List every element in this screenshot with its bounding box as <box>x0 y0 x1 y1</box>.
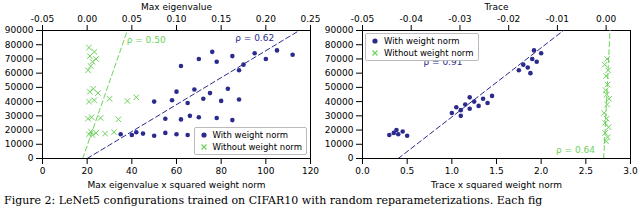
svg-text:40000: 40000 <box>5 96 34 106</box>
svg-text:2.5: 2.5 <box>579 166 593 176</box>
svg-text:80: 80 <box>215 166 227 176</box>
svg-text:-0.03: -0.03 <box>448 14 471 24</box>
svg-text:80000: 80000 <box>325 40 354 50</box>
svg-text:ρ = 0.91: ρ = 0.91 <box>423 56 463 67</box>
html-text:Figure 2: LeNet5 configuration: Figure 2: LeNet5 configurations trained … <box>4 194 543 207</box>
svg-text:90000: 90000 <box>325 25 354 35</box>
svg-text:0.10: 0.10 <box>166 14 186 24</box>
svg-text:90000: 90000 <box>5 25 34 35</box>
svg-text:100: 100 <box>257 166 274 176</box>
svg-text:ρ = 0.64: ρ = 0.64 <box>556 145 595 155</box>
svg-text:30000: 30000 <box>325 111 354 121</box>
svg-text:0.0: 0.0 <box>355 166 370 176</box>
svg-text:-0.05: -0.05 <box>31 14 54 24</box>
svg-text:40: 40 <box>126 166 138 176</box>
svg-text:0.20: 0.20 <box>256 14 276 24</box>
svg-text:40000: 40000 <box>325 96 354 106</box>
svg-text:50000: 50000 <box>325 82 354 92</box>
svg-text:2.0: 2.0 <box>534 166 549 176</box>
svg-text:20: 20 <box>81 166 93 176</box>
svg-text:80000: 80000 <box>5 40 34 50</box>
svg-text:1.5: 1.5 <box>489 166 503 176</box>
svg-text:ρ = 0.62: ρ = 0.62 <box>235 32 274 42</box>
svg-text:0: 0 <box>348 153 354 163</box>
svg-text:0.25: 0.25 <box>300 14 320 24</box>
svg-text:Max eigenvalue x squared weigh: Max eigenvalue x squared weight norm <box>87 180 265 190</box>
svg-text:30000: 30000 <box>5 111 34 121</box>
svg-text:Max eigenvalue: Max eigenvalue <box>141 2 213 12</box>
svg-text:-0.01: -0.01 <box>546 14 569 24</box>
svg-text:20000: 20000 <box>5 125 34 135</box>
svg-text:60000: 60000 <box>325 68 354 78</box>
svg-text:0: 0 <box>28 153 34 163</box>
svg-text:10000: 10000 <box>325 139 354 149</box>
svg-text:1.0: 1.0 <box>445 166 460 176</box>
svg-text:Trace: Trace <box>484 2 509 12</box>
html-text:Without weight norm: Without weight norm <box>212 142 302 152</box>
svg-text:Trace x squared weight norm: Trace x squared weight norm <box>430 180 562 190</box>
svg-text:-0.05: -0.05 <box>351 14 374 24</box>
svg-text:3.0: 3.0 <box>623 166 638 176</box>
svg-text:0.00: 0.00 <box>77 14 97 24</box>
svg-text:60: 60 <box>171 166 183 176</box>
svg-text:70000: 70000 <box>5 54 34 64</box>
svg-text:10000: 10000 <box>5 139 34 149</box>
svg-text:20000: 20000 <box>325 125 354 135</box>
html-text:With weight norm: With weight norm <box>384 36 460 46</box>
svg-text:-0.04: -0.04 <box>400 14 424 24</box>
svg-text:0: 0 <box>40 166 46 176</box>
svg-text:120: 120 <box>302 166 319 176</box>
svg-text:0.5: 0.5 <box>400 166 414 176</box>
svg-text:70000: 70000 <box>325 54 354 64</box>
svg-text:0.15: 0.15 <box>211 14 231 24</box>
svg-text:0.05: 0.05 <box>122 14 142 24</box>
svg-text:0.00: 0.00 <box>596 14 616 24</box>
svg-text:50000: 50000 <box>5 82 34 92</box>
svg-text:ρ = 0.50: ρ = 0.50 <box>127 35 166 45</box>
svg-text:-0.02: -0.02 <box>497 14 520 24</box>
html-text:With weight norm: With weight norm <box>212 130 289 140</box>
html-text:Without weight norm: Without weight norm <box>384 48 474 58</box>
svg-text:60000: 60000 <box>5 68 34 78</box>
